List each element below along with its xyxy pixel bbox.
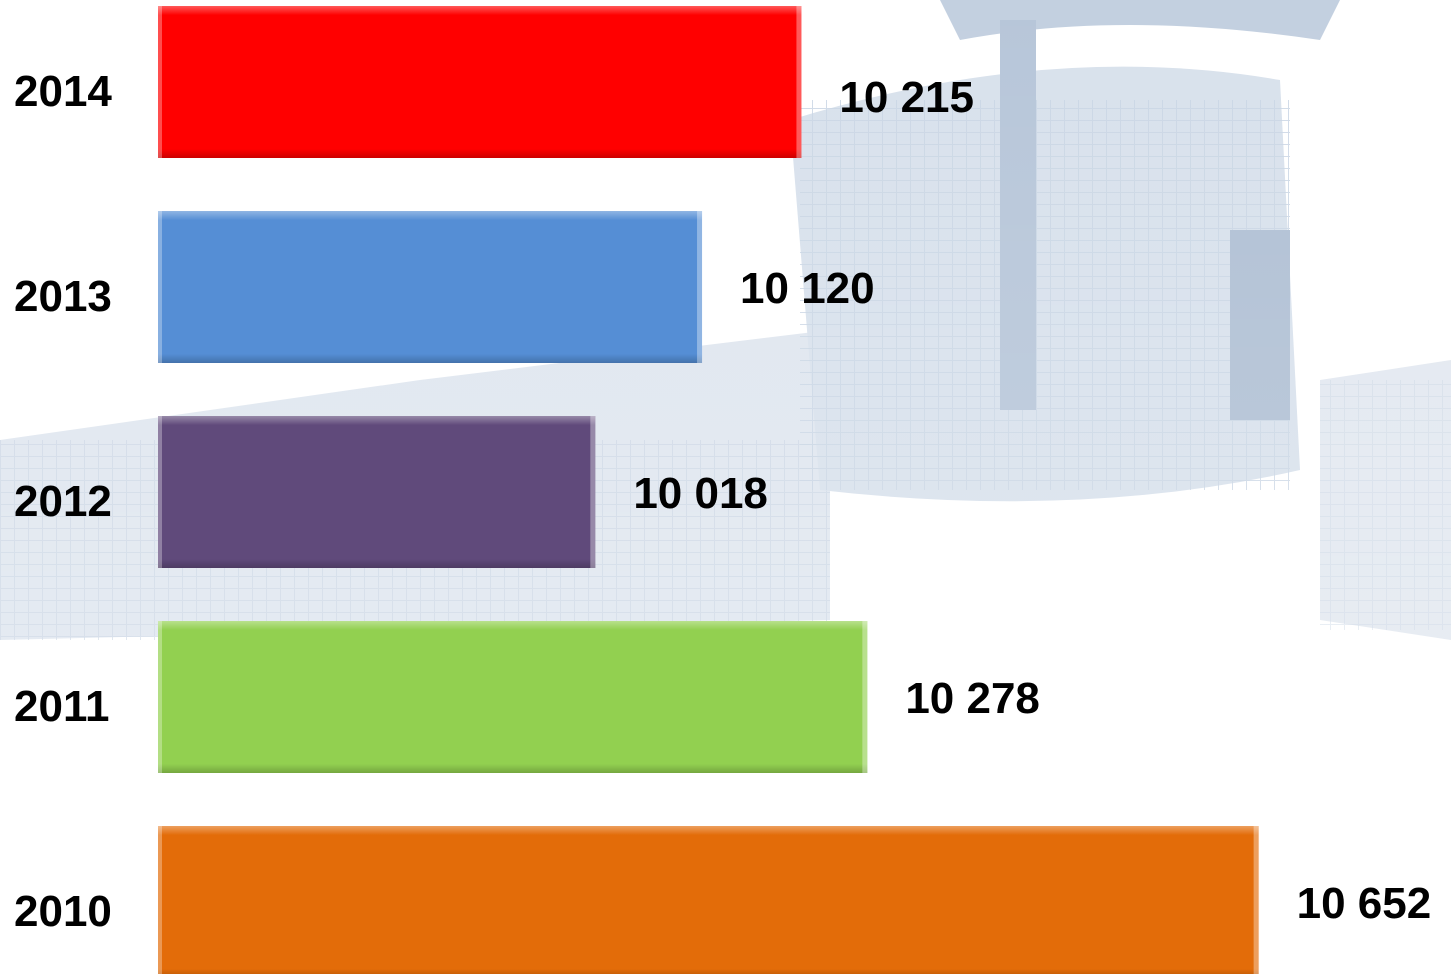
bar-left-edge-2010 (158, 826, 162, 974)
category-label-2010: 2010 (14, 887, 112, 936)
bar-edge-2014 (796, 6, 802, 158)
value-label-2011: 10 278 (905, 674, 1040, 723)
bar-left-edge-2011 (158, 621, 162, 773)
category-label-2013: 2013 (14, 272, 112, 321)
category-label-2014: 2014 (14, 67, 112, 116)
value-label-2013: 10 120 (740, 264, 875, 313)
bar-bevel-2014 (158, 6, 802, 158)
bar-bevel-2011 (158, 621, 868, 773)
bar-bevel-2010 (158, 826, 1259, 974)
labels-layer: 2014 10 215 2013 10 120 2012 10 018 2011 10 278… (14, 67, 1431, 936)
bar-left-edge-2012 (158, 416, 162, 568)
bars-layer (158, 6, 1259, 974)
bar-edge-2010 (1253, 826, 1259, 974)
category-label-2011: 2011 (14, 682, 109, 731)
category-label-2012: 2012 (14, 477, 112, 526)
bar-edge-2012 (590, 416, 596, 568)
bar-left-edge-2013 (158, 211, 162, 363)
bar-edge-2013 (697, 211, 703, 363)
value-label-2014: 10 215 (839, 73, 974, 122)
bar-left-edge-2014 (158, 6, 162, 158)
bar-edge-2011 (862, 621, 868, 773)
bar-bevel-2012 (158, 416, 596, 568)
value-label-2010: 10 652 (1297, 879, 1432, 928)
value-label-2012: 10 018 (633, 469, 768, 518)
bar-bevel-2013 (158, 211, 703, 363)
